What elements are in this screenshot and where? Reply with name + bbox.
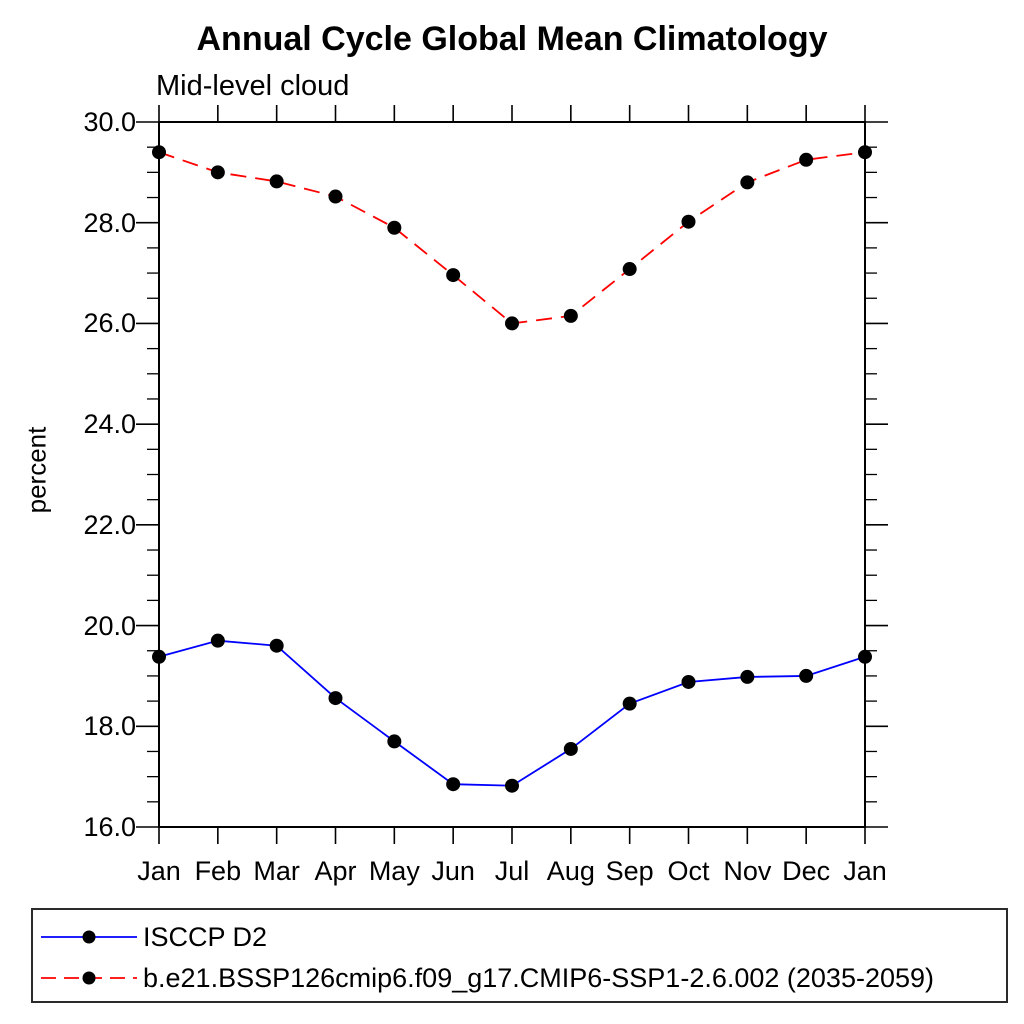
x-tick-label: Jul (494, 856, 530, 886)
x-tick-label: Oct (667, 856, 710, 886)
x-tick-label: Dec (782, 856, 831, 886)
y-tick-label: 22.0 (83, 509, 136, 540)
x-tick-label: Feb (194, 856, 242, 886)
x-tick-label: Apr (314, 856, 357, 886)
x-tick-label: Mar (253, 856, 300, 886)
chart-title: Annual Cycle Global Mean Climatology (196, 20, 828, 58)
y-tick-label: 20.0 (83, 610, 136, 641)
legend-box: ISCCP D2 b.e21.BSSP126cmip6.f09_g17.CMIP… (31, 908, 1008, 1003)
legend-label: ISCCP D2 (143, 921, 268, 952)
y-tick-label: 24.0 (83, 409, 136, 440)
x-tick-label: May (368, 856, 420, 886)
y-tick-label: 30.0 (83, 107, 136, 137)
y-tick-label: 18.0 (83, 711, 136, 742)
legend-line-sample-blue (41, 930, 137, 944)
legend-label: b.e21.BSSP126cmip6.f09_g17.CMIP6-SSP1-2.… (143, 962, 935, 993)
chart-subtitle: Mid-level cloud (156, 70, 350, 102)
y-tick-label: 28.0 (83, 207, 136, 238)
x-tick-label: Nov (723, 856, 772, 886)
x-tick-label: Jun (431, 856, 475, 886)
legend-item-model-run: b.e21.BSSP126cmip6.f09_g17.CMIP6-SSP1-2.… (37, 960, 934, 996)
y-tick-label: 26.0 (83, 308, 136, 339)
legend-line-sample-red (41, 971, 137, 985)
y-tick-label: 16.0 (83, 812, 136, 842)
x-tick-label: Jan (137, 856, 181, 886)
x-tick-label: Jan (843, 856, 887, 886)
x-tick-label: Sep (605, 856, 654, 886)
x-tick-label: Aug (546, 856, 595, 886)
legend-item-isccp-d2: ISCCP D2 (37, 919, 267, 955)
